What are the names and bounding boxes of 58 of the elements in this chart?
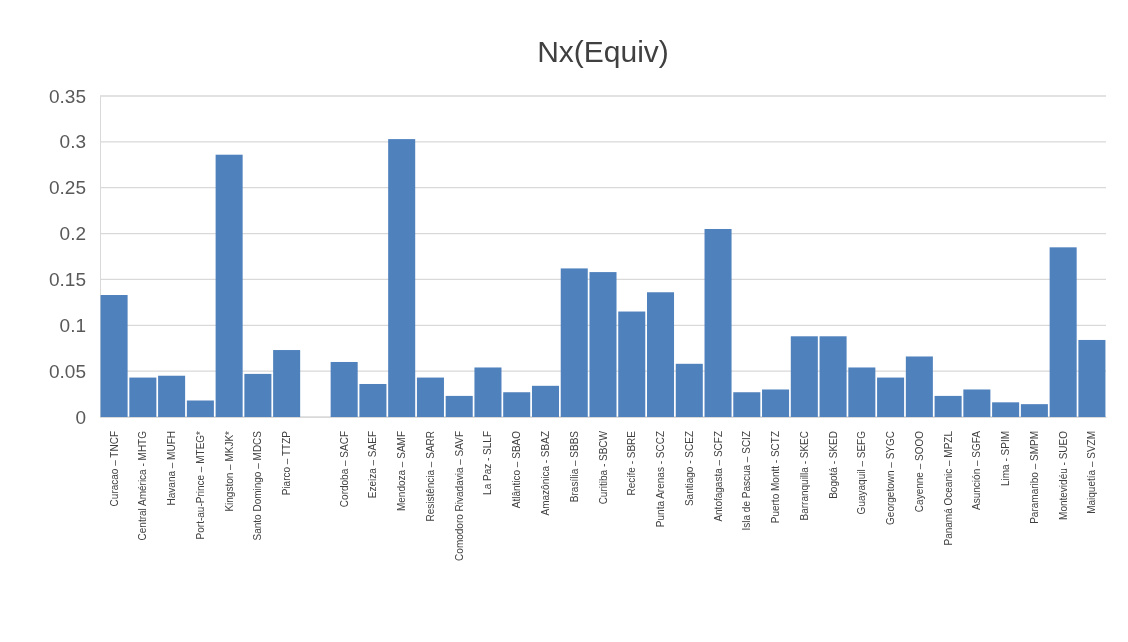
bar [992, 402, 1020, 417]
bar [273, 350, 301, 417]
y-tick-label: 0.15 [49, 269, 86, 291]
x-tick-label: Punta Arenas - SCCZ [655, 431, 667, 528]
bar [790, 336, 818, 417]
x-tick-label: Asunción – SGFA [971, 430, 983, 510]
bar [503, 392, 531, 417]
bar [647, 292, 675, 417]
bar [675, 363, 703, 417]
x-tick-label: Puerto Montt - SCTZ [770, 431, 782, 524]
x-tick-label: Santo Domingo – MDCS [252, 430, 264, 541]
bar [158, 375, 186, 417]
x-tick-label: Recife - SBRE [626, 430, 638, 496]
x-tick-label: Brasília – SBBS [568, 430, 580, 503]
bar [762, 389, 790, 417]
bar [416, 377, 444, 417]
x-tick-label: Central América - MHTG [137, 430, 149, 541]
bar [186, 400, 214, 417]
x-tick-label: Antofagasta – SCFZ [712, 431, 724, 522]
y-tick-label: 0.05 [49, 360, 86, 382]
x-tick-label: Mendoza – SAMF [396, 431, 408, 512]
y-tick-label: 0 [75, 406, 86, 428]
bar [877, 377, 905, 417]
y-tick-label: 0.1 [59, 314, 86, 336]
bar [531, 385, 559, 417]
y-tick-label: 0.25 [49, 177, 86, 199]
x-tick-label: Havana – MUFH [166, 431, 178, 506]
x-tick-label: Lima - SPIM [1000, 431, 1012, 487]
x-tick-label: Piarco – TTZP [281, 430, 293, 496]
x-tick-label: Georgetown – SYGC [885, 431, 897, 525]
x-tick-label: La Paz - SLLF [482, 431, 494, 495]
x-tick-label: Montevidéu - SUEO [1057, 430, 1069, 520]
x-tick-label: Comodoro Rivadavia – SAVF [453, 431, 465, 561]
y-tick-label: 0.2 [59, 223, 86, 245]
x-tick-label: Kingston – MKJK* [223, 430, 235, 512]
x-tick-label: Bogotá - SKED [827, 431, 839, 499]
bar [1020, 404, 1048, 417]
y-tick-label: 0.3 [59, 131, 86, 153]
x-tick-label: Cordoba – SACF [338, 431, 350, 508]
chart-title: Nx(Equiv) [537, 35, 669, 68]
y-tick-label: 0.35 [49, 85, 86, 107]
x-tick-label: Curitiba - SBCW [597, 430, 609, 505]
x-tick-label: Curacao – TNCF [108, 431, 120, 507]
x-tick-label: Paramaribo – SMPM [1028, 431, 1040, 524]
bar [388, 139, 416, 417]
bar [905, 356, 933, 417]
x-tick-label: Port-au-Prince – MTEG* [194, 430, 206, 540]
x-tick-label: Panamá Oceanic – MPZL [942, 430, 954, 546]
x-tick-label: Atlântico – SBAO [511, 430, 523, 509]
x-tick-label: Resistência – SARR [424, 431, 436, 522]
x-tick-label: Maiquetía – SVZM [1086, 431, 1098, 514]
x-tick-label: Ezeiza – SAEF [367, 431, 379, 499]
x-tick-label: Amazônica - SBAZ [539, 431, 551, 516]
x-tick-label: Guayaquil – SEFG [856, 430, 868, 515]
x-tick-label: Isla de Pascua – SCIZ [741, 431, 753, 531]
x-tick-label: Cayenne – SOOO [913, 430, 925, 513]
x-tick-label: Barranquilla - SKEC [798, 431, 810, 521]
x-tick-label: Santiago - SCEZ [683, 431, 695, 507]
